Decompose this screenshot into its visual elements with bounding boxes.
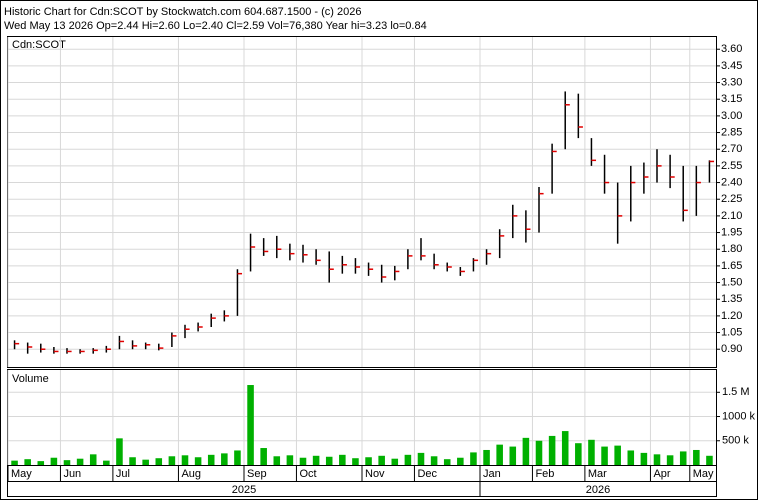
volume-bar <box>588 439 595 465</box>
volume-bar <box>496 444 503 465</box>
y-tick-label: 1.05 <box>721 326 742 338</box>
chart-subtitle: Wed May 13 2026 Op=2.44 Hi=2.60 Lo=2.40 … <box>4 20 427 32</box>
volume-bar <box>155 458 163 465</box>
x-tick-label: Feb <box>535 468 554 480</box>
volume-bar <box>627 450 635 465</box>
volume-bar <box>653 454 661 465</box>
year-label: 2025 <box>232 484 256 496</box>
volume-label: Volume <box>12 373 49 385</box>
volume-bar <box>312 455 320 465</box>
volume-bar <box>352 458 359 465</box>
volume-bar <box>116 438 123 465</box>
volume-bar <box>378 455 385 465</box>
y-tick-label: 2.55 <box>721 160 742 172</box>
volume-bar <box>483 449 490 465</box>
volume-bar <box>24 459 31 465</box>
volume-bar <box>391 458 399 465</box>
volume-bar <box>207 454 215 465</box>
volume-bar <box>50 457 58 465</box>
y-tick-label: 2.10 <box>721 210 742 222</box>
y-tick-label: 2.40 <box>721 176 742 188</box>
volume-bar <box>601 446 608 465</box>
volume-bar <box>260 448 267 465</box>
chart-title: Historic Chart for Cdn:SCOT by Stockwatc… <box>4 6 361 18</box>
volume-bar <box>614 445 621 465</box>
x-tick-label: Mar <box>588 468 607 480</box>
y-tick-label: 1.35 <box>721 293 742 305</box>
y-tick-label: 1.80 <box>721 243 742 255</box>
x-tick-label: Oct <box>299 468 316 480</box>
volume-bar <box>640 452 648 465</box>
volume-bar <box>273 456 281 465</box>
volume-bar <box>325 456 333 465</box>
x-tick-label: Nov <box>365 468 385 480</box>
volume-bar <box>365 457 372 465</box>
x-tick-label: May <box>693 468 714 480</box>
y-tick-label: 1.20 <box>721 310 742 322</box>
volume-bar <box>679 451 687 465</box>
volume-bar <box>430 456 438 465</box>
volume-bar <box>706 455 713 465</box>
volume-bar <box>168 456 176 465</box>
x-tick-label: Jul <box>116 468 130 480</box>
y-tick-label: 3.30 <box>721 76 742 88</box>
y-tick-label: 3.45 <box>721 60 742 72</box>
volume-bar <box>37 461 45 465</box>
volume-bar <box>509 446 517 465</box>
y-tick-label: 2.25 <box>721 193 742 205</box>
volume-bar <box>404 454 412 465</box>
volume-bar <box>443 459 451 465</box>
y-tick-label: 1.50 <box>721 276 742 288</box>
volume-bar <box>221 453 228 465</box>
volume-bar <box>129 457 136 465</box>
x-tick-label: Apr <box>653 468 670 480</box>
volume-bar <box>89 454 97 465</box>
y-tick-label: 1.65 <box>721 260 742 272</box>
volume-bar <box>234 450 241 465</box>
volume-bar <box>457 457 464 465</box>
volume-bar <box>286 455 294 465</box>
volume-bar <box>299 457 307 465</box>
x-tick-label: Sep <box>247 468 267 480</box>
y-tick-label: 500 k <box>722 435 749 447</box>
volume-bar <box>11 460 18 465</box>
year-label: 2026 <box>586 484 610 496</box>
x-tick-label: May <box>11 468 32 480</box>
y-tick-label: 3.00 <box>721 110 742 122</box>
volume-bar <box>103 460 110 465</box>
volume-bar <box>417 452 425 465</box>
y-tick-label: 1.5 M <box>722 386 750 398</box>
volume-bar <box>142 459 149 465</box>
y-tick-label: 3.60 <box>721 43 742 55</box>
volume-bar <box>63 460 71 465</box>
x-tick-label: Jun <box>63 468 81 480</box>
x-tick-label: Aug <box>181 468 201 480</box>
y-tick-label: 1000 k <box>722 410 756 422</box>
volume-bar <box>535 440 543 465</box>
volume-bar <box>247 385 254 465</box>
volume-bar <box>575 443 582 465</box>
y-tick-label: 0.90 <box>721 343 742 355</box>
y-tick-label: 1.95 <box>721 226 742 238</box>
volume-bar <box>339 454 346 465</box>
volume-bar <box>548 435 556 465</box>
symbol-label: Cdn:SCOT <box>12 39 66 51</box>
volume-bar <box>76 458 84 465</box>
volume-bar <box>181 455 189 465</box>
volume-bar <box>561 431 569 465</box>
volume-bar <box>470 452 477 465</box>
y-tick-label: 2.70 <box>721 143 742 155</box>
x-tick-label: Dec <box>417 468 437 480</box>
x-tick-label: Jan <box>483 468 501 480</box>
volume-bar <box>194 457 202 465</box>
y-tick-label: 2.85 <box>721 126 742 138</box>
volume-bar <box>666 455 674 465</box>
volume-bar <box>693 449 700 465</box>
year-axis <box>7 481 717 497</box>
volume-bar <box>522 437 530 465</box>
y-tick-label: 3.15 <box>721 93 742 105</box>
